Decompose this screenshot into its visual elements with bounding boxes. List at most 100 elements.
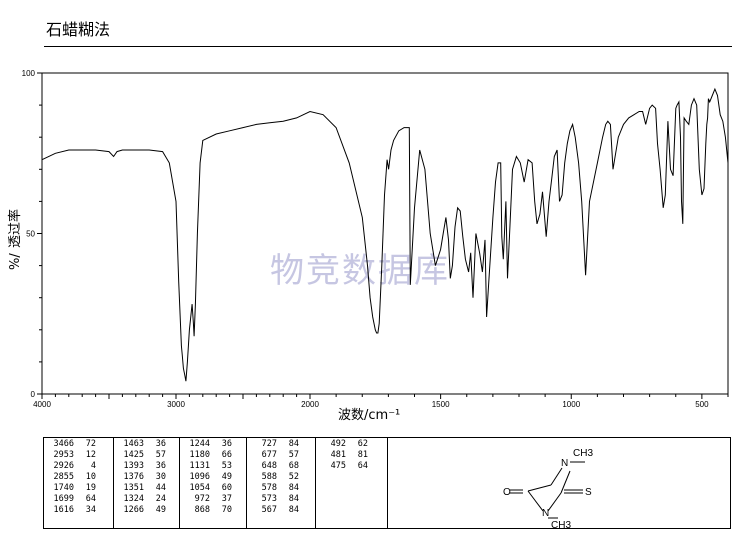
peak-wavenumber: 1376: [123, 472, 144, 482]
plot-frame: [41, 72, 729, 395]
peak-wavenumber: 1244: [189, 439, 210, 449]
methyl-bottom: CH3: [551, 520, 571, 530]
peak-transmittance: 66: [221, 450, 232, 460]
peak-wavenumber: 1699: [53, 494, 74, 504]
peak-row: 2926 4: [48, 461, 113, 472]
peak-table: 3466 72 2953 12 2926 4 2855 10 1740 19 1699 64 1616 3…: [43, 437, 731, 530]
molecule-structure: N N O S CH3 CH3: [503, 448, 593, 530]
peak-row: 588 52: [251, 472, 315, 483]
peak-transmittance: 84: [288, 494, 299, 504]
peak-row: 2953 12: [48, 450, 113, 461]
atom-n1: N: [561, 458, 568, 469]
peak-wavenumber: 567: [261, 505, 277, 515]
peak-transmittance: 84: [288, 505, 299, 515]
peak-transmittance: 10: [85, 472, 96, 482]
peak-wavenumber: 1131: [189, 461, 210, 471]
x-tick-label: 4000: [33, 400, 51, 409]
peak-row: 972 37: [184, 494, 246, 505]
peak-row: 2855 10: [48, 472, 113, 483]
peak-col-4: 727 84 677 57 648 68 588 52 578 84 573 84 567 84: [247, 438, 316, 528]
peak-wavenumber: 1740: [53, 483, 74, 493]
methyl-top: CH3: [573, 448, 593, 459]
peak-row: 648 68: [251, 461, 315, 472]
peak-wavenumber: 588: [261, 472, 277, 482]
peak-wavenumber: 573: [261, 494, 277, 504]
peak-row: 1425 57: [118, 450, 179, 461]
peak-transmittance: 72: [85, 439, 96, 449]
peak-wavenumber: 972: [194, 494, 210, 504]
atom-n2: N: [542, 508, 549, 519]
peak-transmittance: 4: [90, 461, 96, 471]
peak-transmittance: 36: [155, 461, 166, 471]
peak-transmittance: 57: [288, 450, 299, 460]
peak-transmittance: 12: [85, 450, 96, 460]
peak-row: 1393 36: [118, 461, 179, 472]
peak-row: 1463 36: [118, 439, 179, 450]
peak-row: 573 84: [251, 494, 315, 505]
peak-transmittance: 19: [85, 483, 96, 493]
peak-transmittance: 60: [221, 483, 232, 493]
y-axis-title-group: %/ 透过率: [7, 209, 23, 270]
peak-row: 1054 60: [184, 483, 246, 494]
peak-col-3: 1244 36 1180 66 1131 53 1096 49 1054 60 972 37 868 70: [180, 438, 247, 528]
peak-transmittance: 84: [288, 439, 299, 449]
x-tick-label: 1000: [562, 400, 580, 409]
peak-transmittance: 64: [357, 461, 368, 471]
peak-row: 1244 36: [184, 439, 246, 450]
peak-wavenumber: 1616: [53, 505, 74, 515]
peak-transmittance: 57: [155, 450, 166, 460]
title-divider: [44, 46, 732, 47]
peak-wavenumber: 2855: [53, 472, 74, 482]
peak-row: 1131 53: [184, 461, 246, 472]
x-tick-label: 3000: [167, 400, 185, 409]
peak-col-5: 492 62 481 81 475 64: [316, 438, 388, 528]
axis-tick-labels: 4000 3000 2000 1500 1000 500 0 50 100: [22, 69, 709, 409]
peak-wavenumber: 2926: [53, 461, 74, 471]
peak-row: 727 84: [251, 439, 315, 450]
page-title: 石蜡糊法: [46, 20, 111, 39]
peak-row: 481 81: [320, 450, 387, 461]
peak-row: 578 84: [251, 483, 315, 494]
peak-row: 1096 49: [184, 472, 246, 483]
peak-row: 868 70: [184, 505, 246, 516]
peak-wavenumber: 1393: [123, 461, 144, 471]
atom-s: S: [585, 487, 592, 498]
peak-transmittance: 68: [288, 461, 299, 471]
peak-transmittance: 44: [155, 483, 166, 493]
peak-row: 475 64: [320, 461, 387, 472]
y-tick-label: 0: [31, 390, 36, 399]
peak-wavenumber: 1266: [123, 505, 144, 515]
peak-wavenumber: 481: [330, 450, 346, 460]
peak-wavenumber: 677: [261, 450, 277, 460]
spectrum-line: [41, 87, 729, 382]
peak-row: 3466 72: [48, 439, 113, 450]
peak-row: 1324 24: [118, 494, 179, 505]
peak-transmittance: 62: [357, 439, 368, 449]
peak-row: 1266 49: [118, 505, 179, 516]
peak-transmittance: 36: [221, 439, 232, 449]
peak-wavenumber: 578: [261, 483, 277, 493]
peak-col-1: 3466 72 2953 12 2926 4 2855 10 1740 19 1699 64 1616 3…: [44, 438, 114, 528]
peak-row: 567 84: [251, 505, 315, 516]
peak-row: 1351 44: [118, 483, 179, 494]
peak-wavenumber: 475: [330, 461, 346, 471]
peak-wavenumber: 3466: [53, 439, 74, 449]
y-axis-title: 透过率: [7, 209, 23, 248]
y-tick-label: 100: [22, 69, 36, 78]
peak-wavenumber: 2953: [53, 450, 74, 460]
peak-wavenumber: 727: [261, 439, 277, 449]
peak-transmittance: 70: [221, 505, 232, 515]
peak-wavenumber: 1054: [189, 483, 210, 493]
x-axis-title: 波数/cm⁻¹: [338, 408, 400, 423]
x-tick-label: 500: [695, 400, 709, 409]
peak-transmittance: 53: [221, 461, 232, 471]
peak-transmittance: 34: [85, 505, 96, 515]
peak-row: 677 57: [251, 450, 315, 461]
peak-row: 1740 19: [48, 483, 113, 494]
peak-wavenumber: 648: [261, 461, 277, 471]
peak-wavenumber: 1180: [189, 450, 210, 460]
peak-row: 492 62: [320, 439, 387, 450]
peak-row: 1180 66: [184, 450, 246, 461]
peak-transmittance: 84: [288, 483, 299, 493]
y-tick-label: 50: [26, 230, 35, 239]
